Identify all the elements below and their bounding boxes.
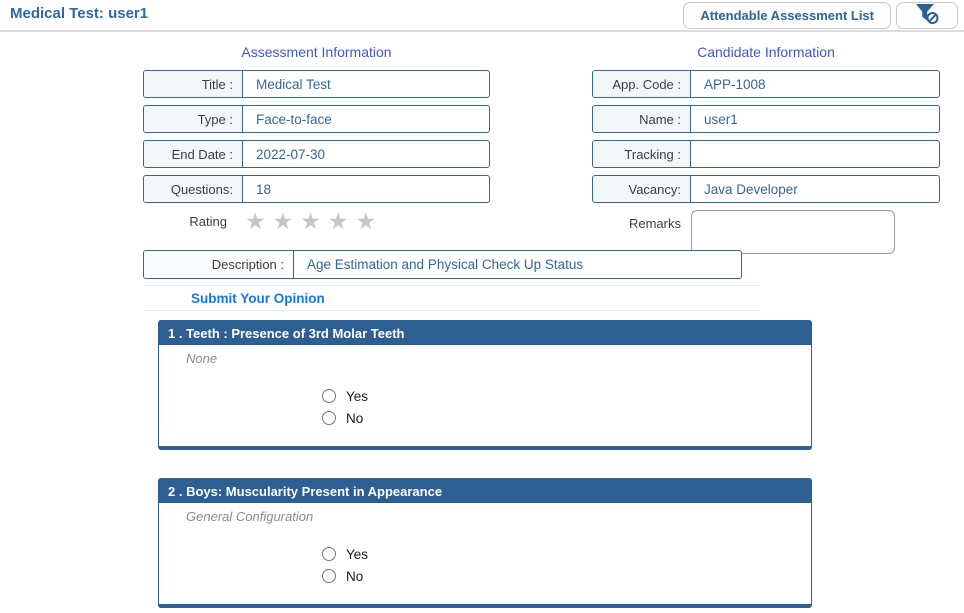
top-bar: Medical Test: user1 Attendable Assessmen…: [0, 0, 964, 32]
remarks-label: Remarks: [628, 216, 681, 231]
candidate-information-heading: Candidate Information: [697, 44, 835, 60]
option-label: No: [346, 410, 364, 426]
attendable-assessment-list-button[interactable]: Attendable Assessment List: [683, 2, 891, 29]
star-icon[interactable]: ★: [245, 208, 273, 234]
field-label: Questions:: [144, 176, 243, 202]
question-2-title: 2 . Boys: Muscularity Present in Appeara…: [159, 479, 811, 503]
question-2-options: Yes No: [322, 543, 811, 587]
star-icon[interactable]: ★: [327, 208, 356, 234]
rating-row: Rating ★★★★★: [143, 208, 490, 234]
candidate-row-app-code: App. Code : APP-1008: [592, 70, 940, 98]
field-label: Name :: [593, 106, 691, 132]
field-value: APP-1008: [704, 76, 766, 92]
page-title: Medical Test: user1: [10, 5, 149, 22]
option-label: Yes: [346, 546, 369, 562]
clear-filter-button[interactable]: [896, 2, 958, 29]
description-row: Description : Age Estimation and Physica…: [143, 250, 742, 279]
question-2-option-no[interactable]: No: [322, 565, 811, 587]
question-1-options: Yes No: [322, 385, 811, 429]
remarks-row: Remarks: [592, 210, 940, 254]
assessment-row-end-date: End Date : 2022-07-30: [143, 140, 490, 168]
radio-q2-yes[interactable]: [322, 547, 336, 561]
field-value: Medical Test: [256, 76, 331, 92]
question-2-subtitle: General Configuration: [186, 509, 314, 524]
assessment-row-type: Type : Face-to-face: [143, 105, 490, 133]
question-1-option-no[interactable]: No: [322, 407, 811, 429]
option-label: Yes: [346, 388, 369, 404]
field-label: End Date :: [144, 141, 243, 167]
question-1-title: 1 . Teeth : Presence of 3rd Molar Teeth: [159, 321, 811, 345]
question-1-subtitle: None: [186, 351, 218, 366]
description-label: Description :: [144, 251, 294, 278]
remarks-textarea[interactable]: [691, 210, 895, 254]
question-2-option-yes[interactable]: Yes: [322, 543, 811, 565]
candidate-information-section: Candidate Information App. Code : APP-10…: [592, 44, 940, 254]
field-value: 18: [256, 181, 272, 197]
rating-stars: ★★★★★: [245, 208, 384, 234]
submit-your-opinion-link[interactable]: Submit Your Opinion: [191, 290, 325, 306]
question-card-1: 1 . Teeth : Presence of 3rd Molar Teeth …: [158, 320, 812, 450]
question-1-option-yes[interactable]: Yes: [322, 385, 811, 407]
topbar-actions: Attendable Assessment List: [683, 2, 958, 29]
question-card-2: 2 . Boys: Muscularity Present in Appeara…: [158, 478, 812, 608]
radio-q1-yes[interactable]: [322, 389, 336, 403]
field-value: Face-to-face: [256, 111, 332, 127]
field-value: Java Developer: [704, 181, 798, 197]
assessment-information-section: Assessment Information Title : Medical T…: [143, 44, 490, 234]
submit-opinion-row: Submit Your Opinion: [143, 285, 760, 311]
rating-label: Rating: [189, 213, 227, 229]
star-icon[interactable]: ★: [272, 208, 301, 234]
field-label: Title :: [144, 71, 243, 97]
field-label: Vacancy:: [593, 176, 691, 202]
field-label: App. Code :: [593, 71, 691, 97]
field-value: 2022-07-30: [256, 146, 326, 162]
field-value: [691, 141, 939, 167]
assessment-row-questions: Questions: 18: [143, 175, 490, 203]
field-value: user1: [704, 111, 738, 127]
star-icon[interactable]: ★: [300, 208, 328, 234]
candidate-row-vacancy: Vacancy: Java Developer: [592, 175, 940, 203]
radio-q1-no[interactable]: [322, 411, 336, 425]
star-icon[interactable]: ★: [355, 208, 384, 234]
field-label: Type :: [144, 106, 243, 132]
field-label: Tracking :: [593, 141, 691, 167]
radio-q2-no[interactable]: [322, 569, 336, 583]
option-label: No: [346, 568, 364, 584]
description-value: Age Estimation and Physical Check Up Sta…: [307, 257, 584, 272]
assessment-information-heading: Assessment Information: [241, 44, 392, 60]
candidate-row-name: Name : user1: [592, 105, 940, 133]
assessment-row-title: Title : Medical Test: [143, 70, 490, 98]
filter-clear-icon: [914, 3, 940, 28]
candidate-row-tracking: Tracking :: [592, 140, 940, 168]
